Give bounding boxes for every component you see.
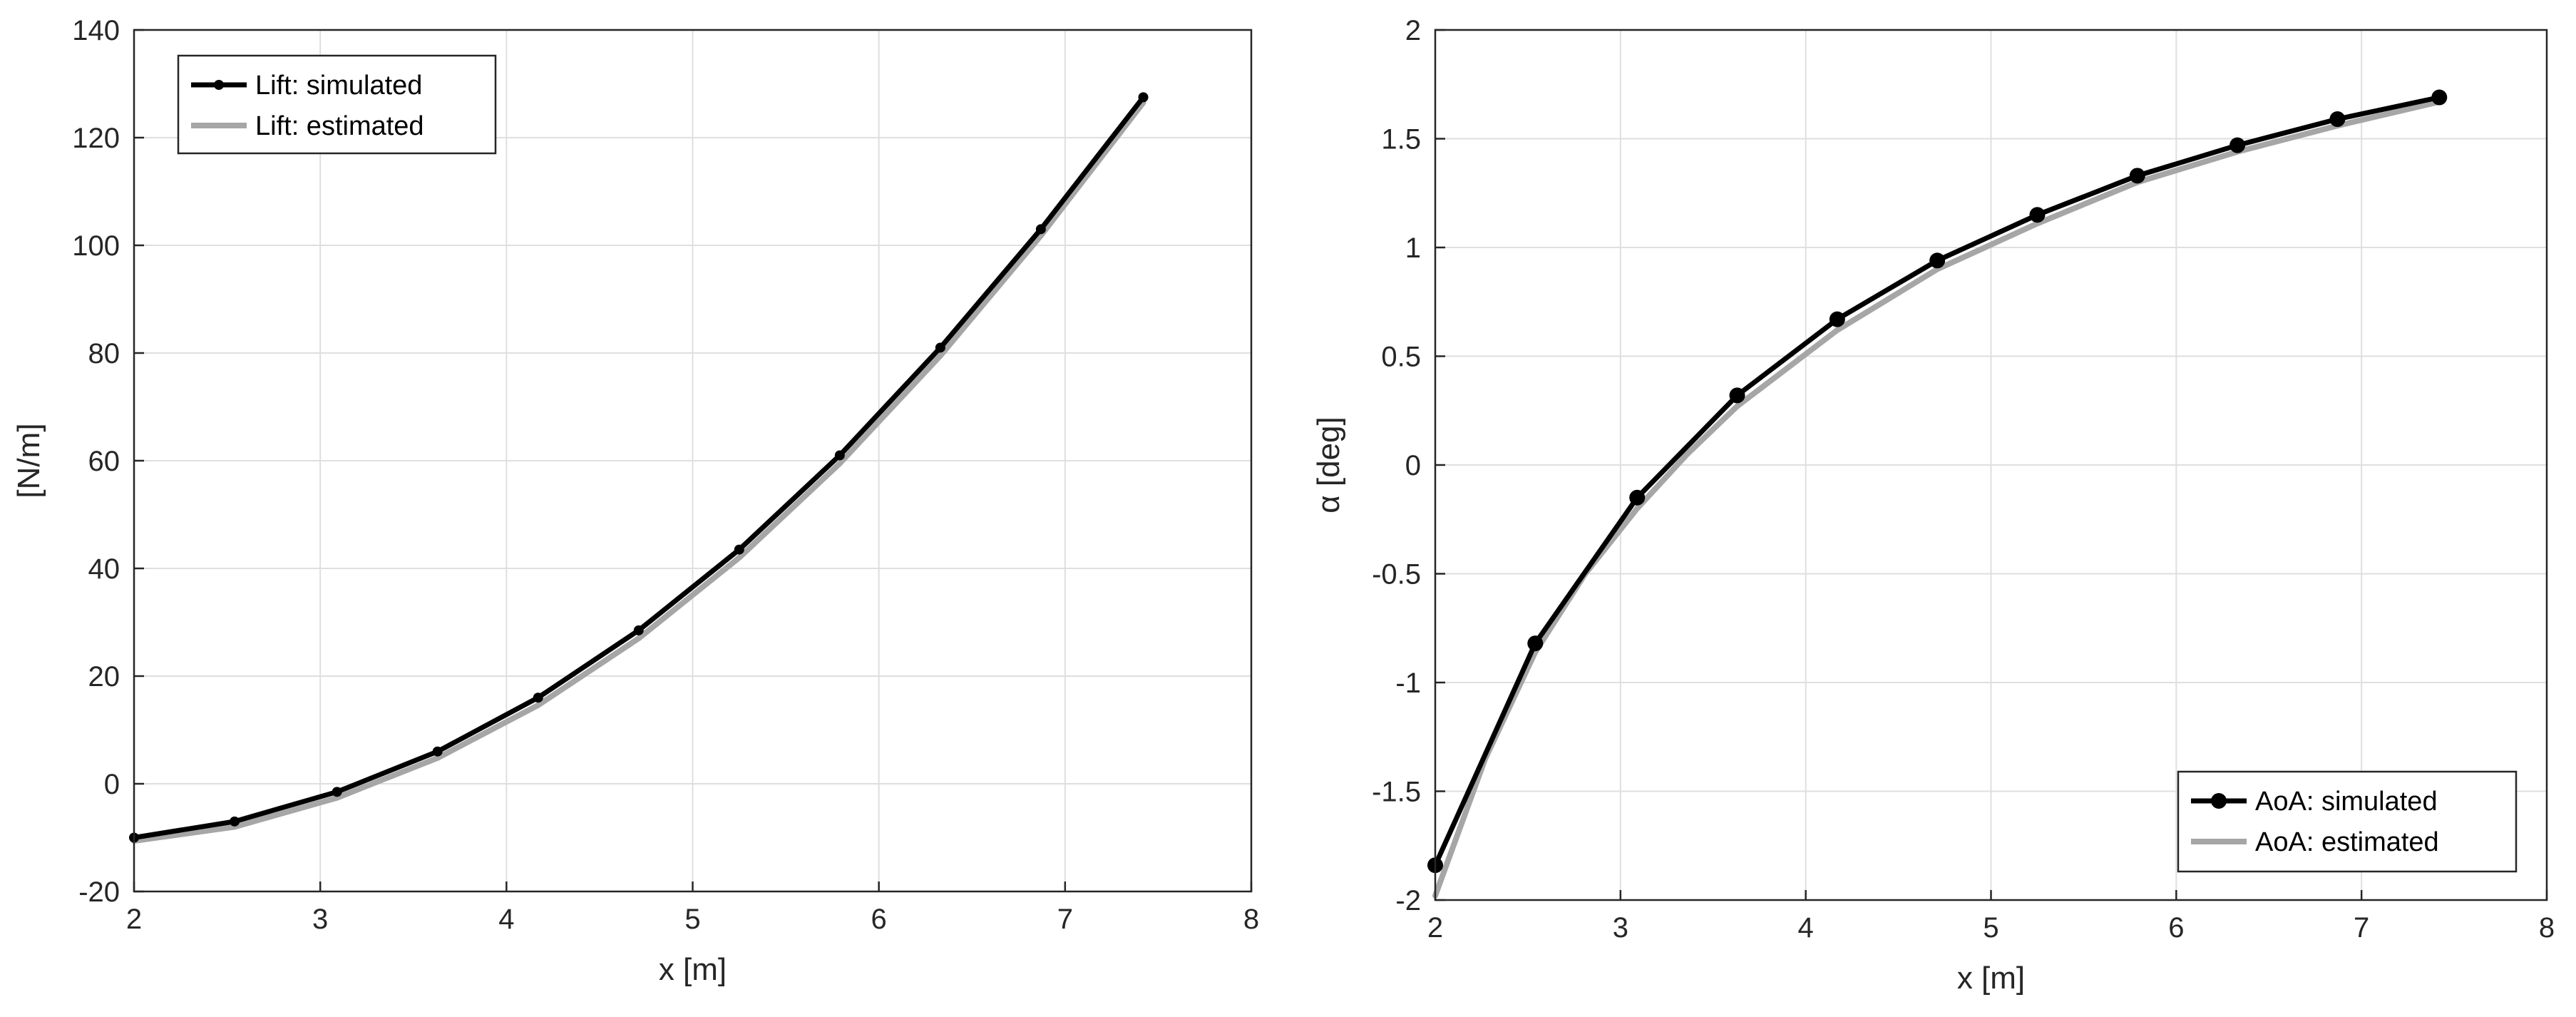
- data-point: [533, 693, 543, 703]
- x-tick-label: 7: [2354, 912, 2369, 944]
- legend-label: AoA: simulated: [2255, 787, 2438, 817]
- x-axis-label: x [m]: [659, 952, 727, 987]
- x-tick-label: 4: [498, 904, 514, 935]
- data-point: [2431, 89, 2448, 106]
- y-tick-label: 1.5: [1381, 124, 1421, 155]
- x-tick-label: 3: [1613, 912, 1628, 944]
- x-tick-label: 7: [1057, 904, 1073, 935]
- data-point: [734, 544, 744, 555]
- y-tick-label: 0: [1405, 450, 1421, 481]
- data-point: [2129, 168, 2145, 184]
- data-point: [1629, 489, 1646, 506]
- series-line-estimated: [131, 99, 1146, 844]
- legend-label: Lift: estimated: [255, 111, 424, 141]
- data-point: [432, 746, 443, 757]
- data-point: [332, 787, 342, 797]
- data-point: [2029, 207, 2046, 223]
- y-tick-label: 100: [72, 230, 120, 262]
- y-tick-label: 2: [1405, 15, 1421, 46]
- x-tick-label: 6: [871, 904, 887, 935]
- data-point: [1829, 311, 1845, 327]
- x-tick-label: 2: [1427, 912, 1443, 944]
- aoa-chart: 2 3 4 5 6 7 8 -2 -1.5 -1 -0.5 0 0.5 1 1.5 2 x [m] α [deg]…: [1311, 15, 2555, 996]
- x-tick-label: 6: [2168, 912, 2184, 944]
- y-tick-label: 120: [72, 123, 120, 154]
- y-tick-label: 80: [88, 338, 120, 369]
- data-point: [1138, 92, 1149, 103]
- data-point: [1929, 252, 1946, 269]
- y-tick-label: -20: [78, 877, 120, 908]
- data-point: [834, 450, 845, 461]
- legend-label: Lift: simulated: [255, 71, 422, 101]
- y-tick-label: 40: [88, 553, 120, 585]
- y-tick-label: -1.5: [1372, 777, 1421, 808]
- y-tick-label: -2: [1395, 885, 1421, 916]
- y-axis-label: [N/m]: [11, 423, 46, 498]
- legend-box: [2177, 770, 2518, 873]
- data-point: [633, 625, 644, 635]
- data-point: [230, 816, 240, 827]
- lift-chart: 2 3 4 5 6 7 8 -20 0 20 40 60 80 100 120 140 x [m] [N/m] Li…: [11, 15, 1259, 987]
- x-tick-label: 5: [684, 904, 700, 935]
- data-point: [2329, 111, 2346, 128]
- legend-label: AoA: estimated: [2255, 827, 2439, 857]
- x-tick-label: 5: [1983, 912, 1998, 944]
- y-axis-label: α [deg]: [1311, 416, 1346, 513]
- x-tick-label: 4: [1798, 912, 1814, 944]
- x-tick-label: 8: [2539, 912, 2555, 944]
- data-point: [1527, 635, 1544, 652]
- y-tick-label: 20: [88, 661, 120, 693]
- y-tick-label: 0.5: [1381, 342, 1421, 373]
- legend: AoA: simulated AoA: estimated: [2177, 770, 2518, 873]
- data-point: [2229, 137, 2246, 153]
- x-axis-label: x [m]: [1957, 961, 2025, 996]
- legend-marker: [2211, 793, 2227, 809]
- y-tick-label: 1: [1405, 232, 1421, 264]
- y-tick-label: 140: [72, 15, 120, 46]
- series-line-estimated: [1432, 98, 2443, 899]
- data-point: [1035, 224, 1046, 235]
- data-point: [935, 342, 945, 353]
- y-tick-label: 0: [104, 769, 120, 800]
- legend-box: [177, 54, 497, 155]
- axes-frame: [133, 29, 1253, 893]
- legend-marker: [214, 80, 224, 90]
- y-tick-label: -0.5: [1372, 559, 1421, 591]
- y-tick-label: -1: [1395, 668, 1421, 699]
- legend: Lift: simulated Lift: estimated: [177, 54, 497, 155]
- data-point: [1729, 387, 1745, 404]
- x-tick-label: 3: [312, 904, 328, 935]
- x-tick-label: 8: [1243, 904, 1259, 935]
- x-tick-label: 2: [126, 904, 142, 935]
- axes-frame: [1434, 29, 2548, 901]
- y-tick-label: 60: [88, 446, 120, 477]
